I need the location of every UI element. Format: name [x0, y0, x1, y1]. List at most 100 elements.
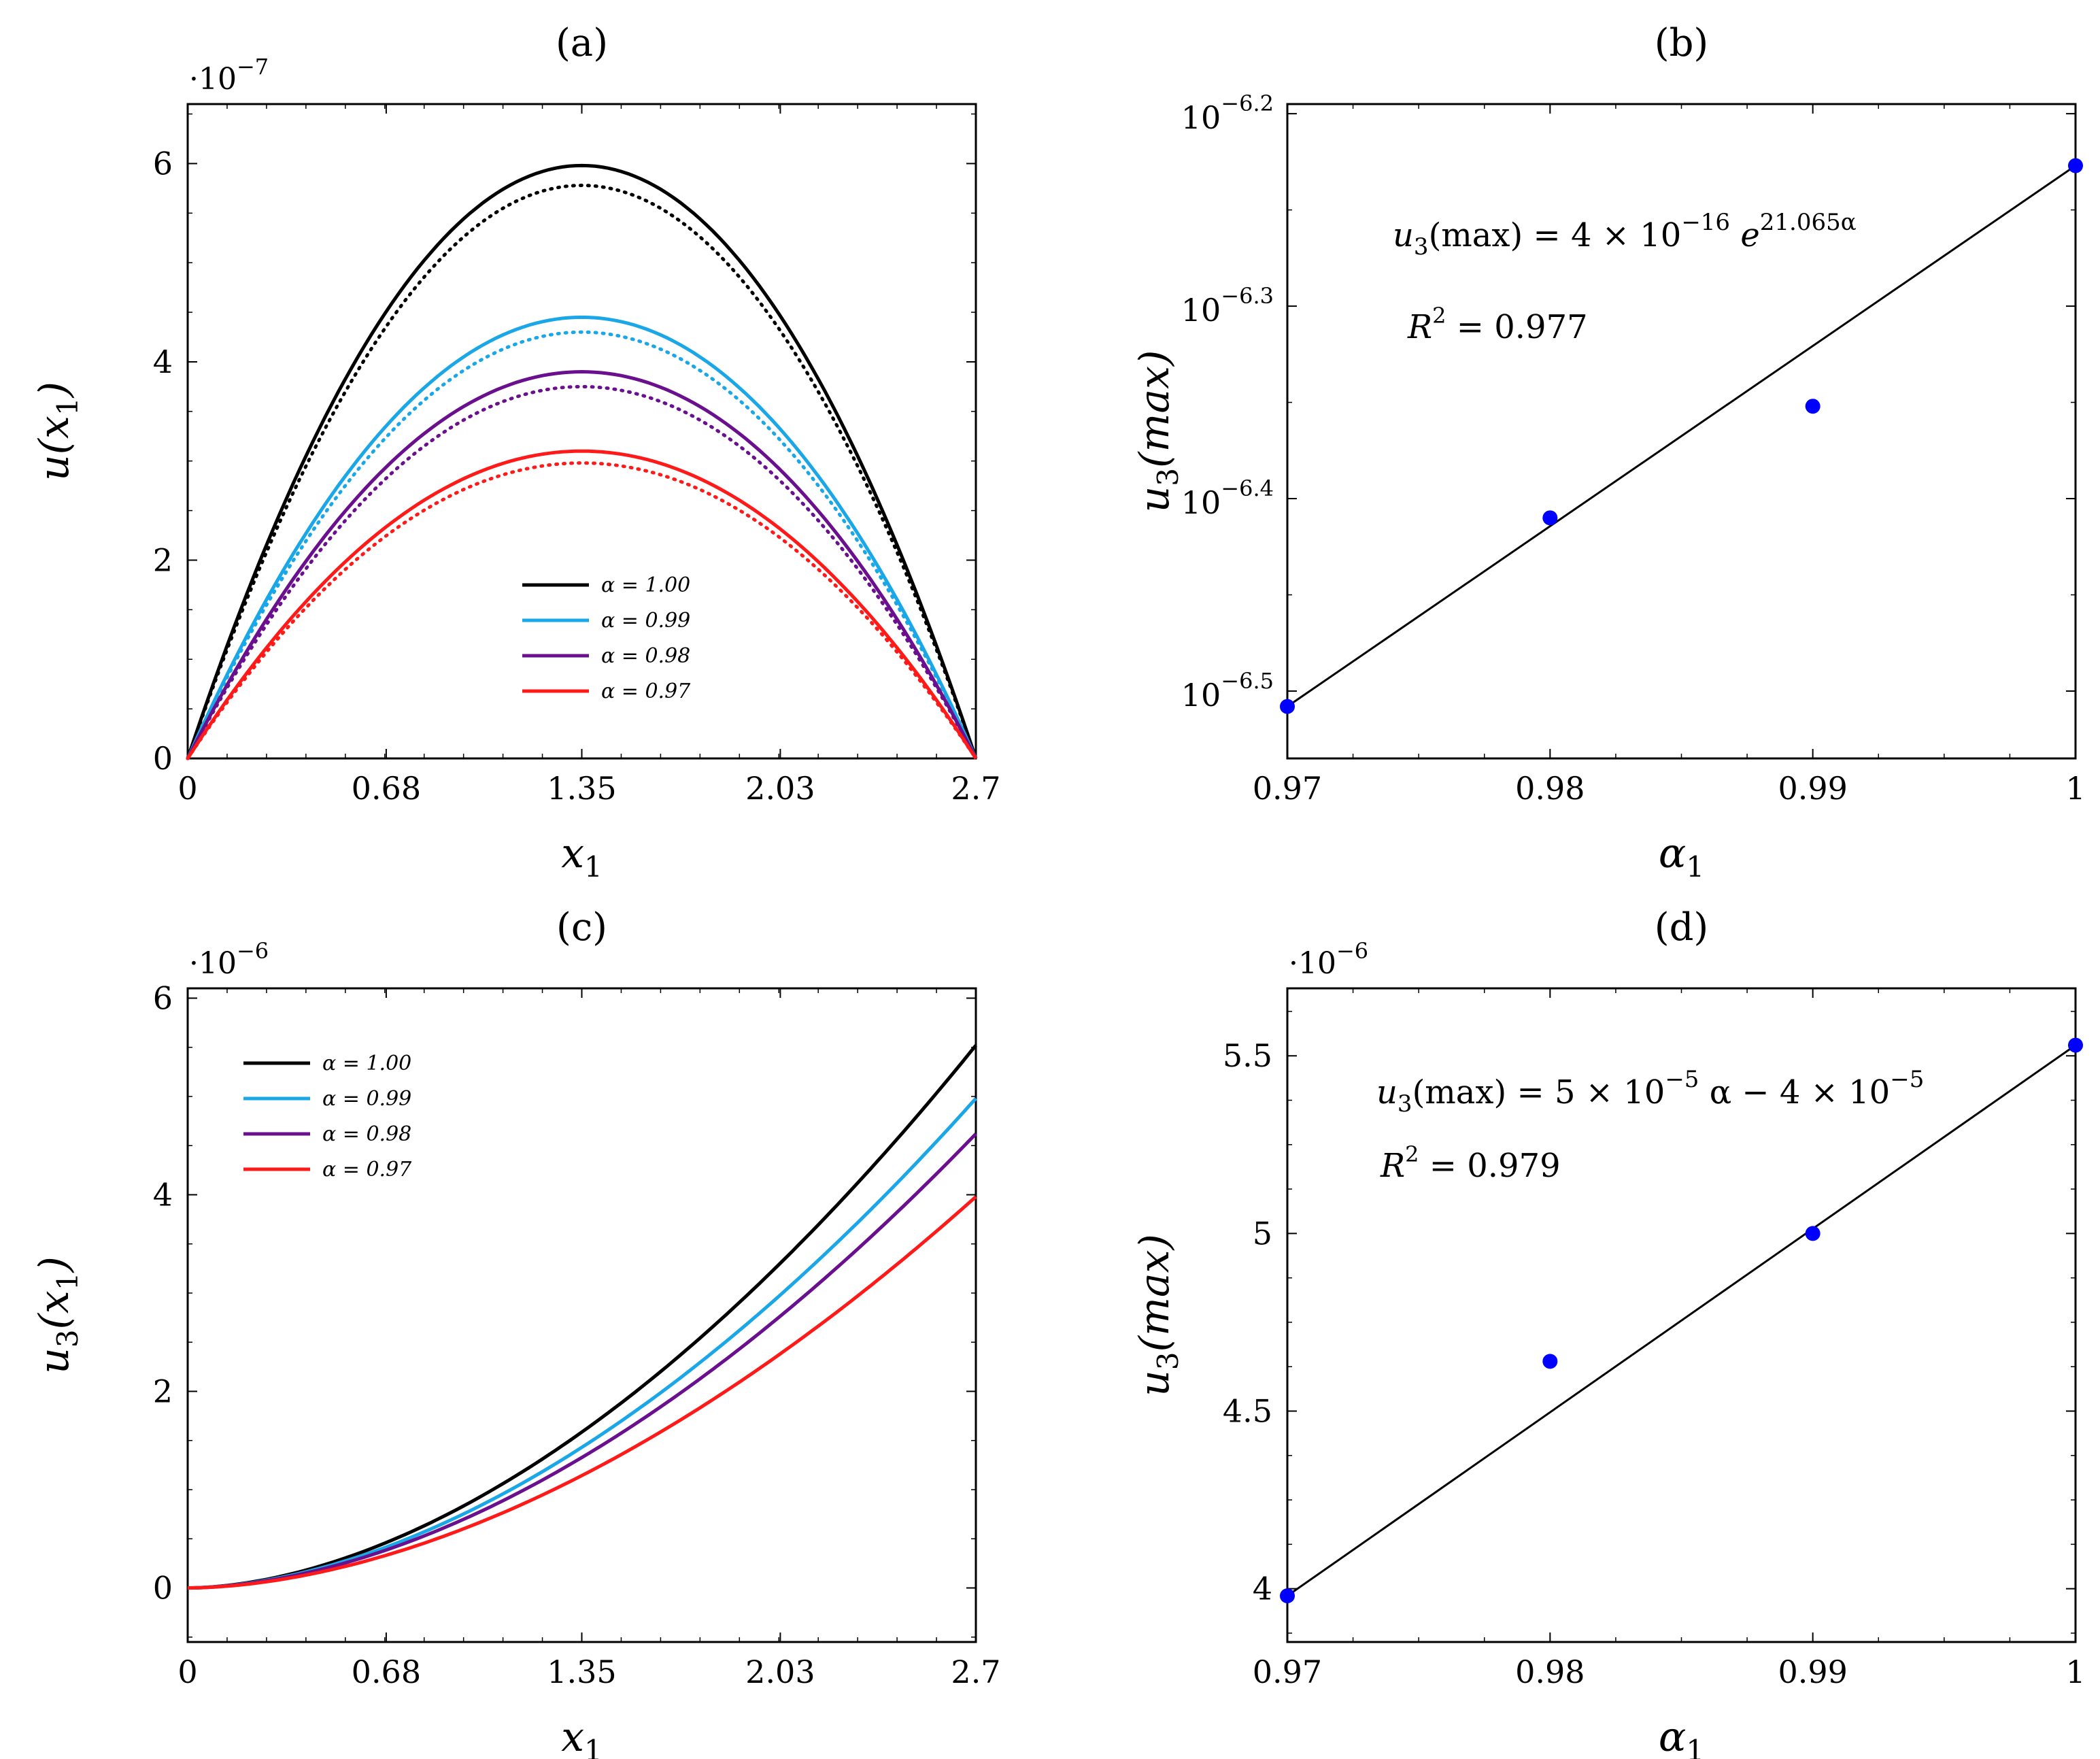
y-tick-label-exp: −6.3 — [1221, 283, 1274, 309]
y-tick-label: 5 — [1253, 1215, 1272, 1252]
panel-title-c: (c) — [556, 905, 607, 950]
legend-label: α = 0.97 — [322, 1158, 412, 1182]
x-tick-label: 2.7 — [951, 770, 1000, 807]
y-tick-label: 2 — [153, 541, 173, 578]
x-axis-label-main: α — [1659, 1713, 1687, 1759]
legend-label: α = 0.98 — [322, 1122, 411, 1146]
x-tick-label: 2.03 — [745, 770, 815, 807]
x-axis-label-sub: 1 — [584, 1734, 603, 1759]
r-squared-label: R — [1380, 1147, 1405, 1185]
data-point — [1542, 1354, 1558, 1369]
y-multiplier-exp: −6 — [237, 938, 269, 964]
equation-u: u — [1376, 1073, 1398, 1111]
x-tick-label: 1.35 — [547, 1654, 616, 1690]
x-tick-label: 0 — [177, 770, 197, 807]
series-dotted-line — [186, 461, 978, 760]
equation-exp1: −16 — [1681, 209, 1730, 236]
legend-label: α = 0.98 — [601, 644, 690, 668]
y-tick-label-exp: −6.4 — [1221, 475, 1274, 501]
x-axis-label-sub: 1 — [584, 850, 603, 884]
y-tick-label: 10−6.2 — [1181, 90, 1274, 136]
series-line — [187, 1133, 977, 1590]
r-squared-label: R — [1407, 308, 1432, 346]
series-line — [187, 1044, 977, 1590]
series-line — [187, 1097, 977, 1590]
legend-label: α = 1.00 — [601, 573, 690, 597]
x-tick-label: 0.68 — [352, 770, 421, 807]
legend: α = 1.00 α = 0.99 α = 0.98 α = 0.97 — [522, 573, 691, 703]
r-squared-value: = 0.977 — [1446, 308, 1588, 346]
legend-label: α = 0.99 — [322, 1087, 411, 1111]
chart-b: 0.97 0.98 0.99 110−6.510−6.410−6.310−6.2(b)… — [1131, 21, 2086, 884]
y-axis-label-part: u — [1131, 1370, 1179, 1396]
y-multiplier-exp: −6 — [1336, 938, 1368, 964]
x-axis-label: x1 — [561, 830, 603, 884]
equation-u: u — [1393, 216, 1414, 254]
y-axis-label-part: (x — [31, 1290, 78, 1329]
y-axis-label-part: (max) — [1131, 1234, 1179, 1352]
y-multiplier-base: ·10 — [189, 62, 237, 97]
x-tick-label: 0.68 — [352, 1654, 421, 1690]
data-point — [2068, 158, 2083, 173]
y-tick-label: 4 — [153, 344, 173, 380]
y-axis-label-sub: 1 — [51, 397, 84, 416]
x-tick-label: 2.7 — [951, 1654, 1000, 1690]
x-axis-label-main: x — [561, 1713, 584, 1759]
series-dotted-line — [186, 183, 978, 760]
y-tick-label-base: 10 — [1181, 484, 1221, 521]
y-multiplier: ·10−6 — [1289, 938, 1368, 981]
y-axis-label-sub: 1 — [51, 1273, 84, 1291]
y-axis-label-part: ) — [31, 1256, 78, 1273]
y-tick-label: 6 — [153, 145, 173, 182]
y-axis-label-part: (max) — [1131, 350, 1179, 468]
series-dotted-line — [186, 330, 978, 760]
r-squared: R2 = 0.977 — [1407, 303, 1588, 346]
y-multiplier-base: ·10 — [189, 946, 237, 981]
series-line — [186, 449, 978, 760]
series-dotted-line — [186, 384, 978, 760]
y-tick-label-base: 10 — [1181, 677, 1221, 714]
y-multiplier-base: ·10 — [1289, 946, 1336, 981]
series-line — [186, 369, 978, 760]
y-axis-label-sub: 3 — [1151, 468, 1185, 486]
x-axis-label: α1 — [1659, 1713, 1704, 1759]
chart-b-frame — [1286, 103, 2077, 760]
y-tick-label-exp: −6.2 — [1221, 90, 1274, 116]
x-tick-label: 1.35 — [547, 770, 616, 807]
y-tick-label: 0 — [153, 740, 173, 777]
fit-line — [1287, 1044, 2076, 1597]
x-tick-label: 2.03 — [745, 1654, 815, 1690]
y-axis-label: u3(max) — [1131, 350, 1185, 513]
y-tick-label: 6 — [153, 979, 173, 1016]
x-tick-label: 0.97 — [1253, 1654, 1322, 1690]
y-axis-label-part: u(x — [31, 416, 78, 481]
data-point — [2068, 1037, 2083, 1053]
y-multiplier-exp: −7 — [237, 54, 269, 80]
y-axis-label: u(x1) — [31, 382, 84, 481]
r-squared-value: = 0.979 — [1419, 1147, 1561, 1185]
equation-exp1: −5 — [1665, 1066, 1699, 1093]
legend-label: α = 0.97 — [601, 680, 691, 703]
equation-tail: α − 4 × 10 — [1699, 1073, 1890, 1111]
x-tick-label: 0.99 — [1778, 770, 1847, 807]
y-tick-label: 4.5 — [1223, 1393, 1272, 1430]
equation-mid: (max) = 4 × 10 — [1429, 216, 1682, 254]
y-tick-label: 2 — [153, 1373, 173, 1409]
equation-mid: (max) = 5 × 10 — [1412, 1073, 1665, 1111]
x-axis-label-sub: 1 — [1686, 850, 1704, 884]
chart-c-frame — [186, 987, 977, 1643]
data-point — [1805, 399, 1820, 414]
y-axis-label-sub: 3 — [51, 1330, 84, 1348]
y-multiplier: ·10−7 — [189, 54, 269, 97]
equation: u3(max) = 5 × 10−5 α − 4 × 10−5 — [1376, 1066, 1924, 1118]
y-tick-label-exp: −6.5 — [1221, 668, 1274, 694]
y-axis-label: u3(max) — [1131, 1234, 1185, 1396]
x-tick-label: 0.97 — [1253, 770, 1322, 807]
r-squared-sup: 2 — [1405, 1141, 1419, 1167]
y-axis-label-part: ) — [31, 382, 78, 399]
x-tick-label: 1 — [2065, 770, 2085, 807]
data-point — [1542, 510, 1558, 526]
r-squared: R2 = 0.979 — [1380, 1141, 1561, 1185]
